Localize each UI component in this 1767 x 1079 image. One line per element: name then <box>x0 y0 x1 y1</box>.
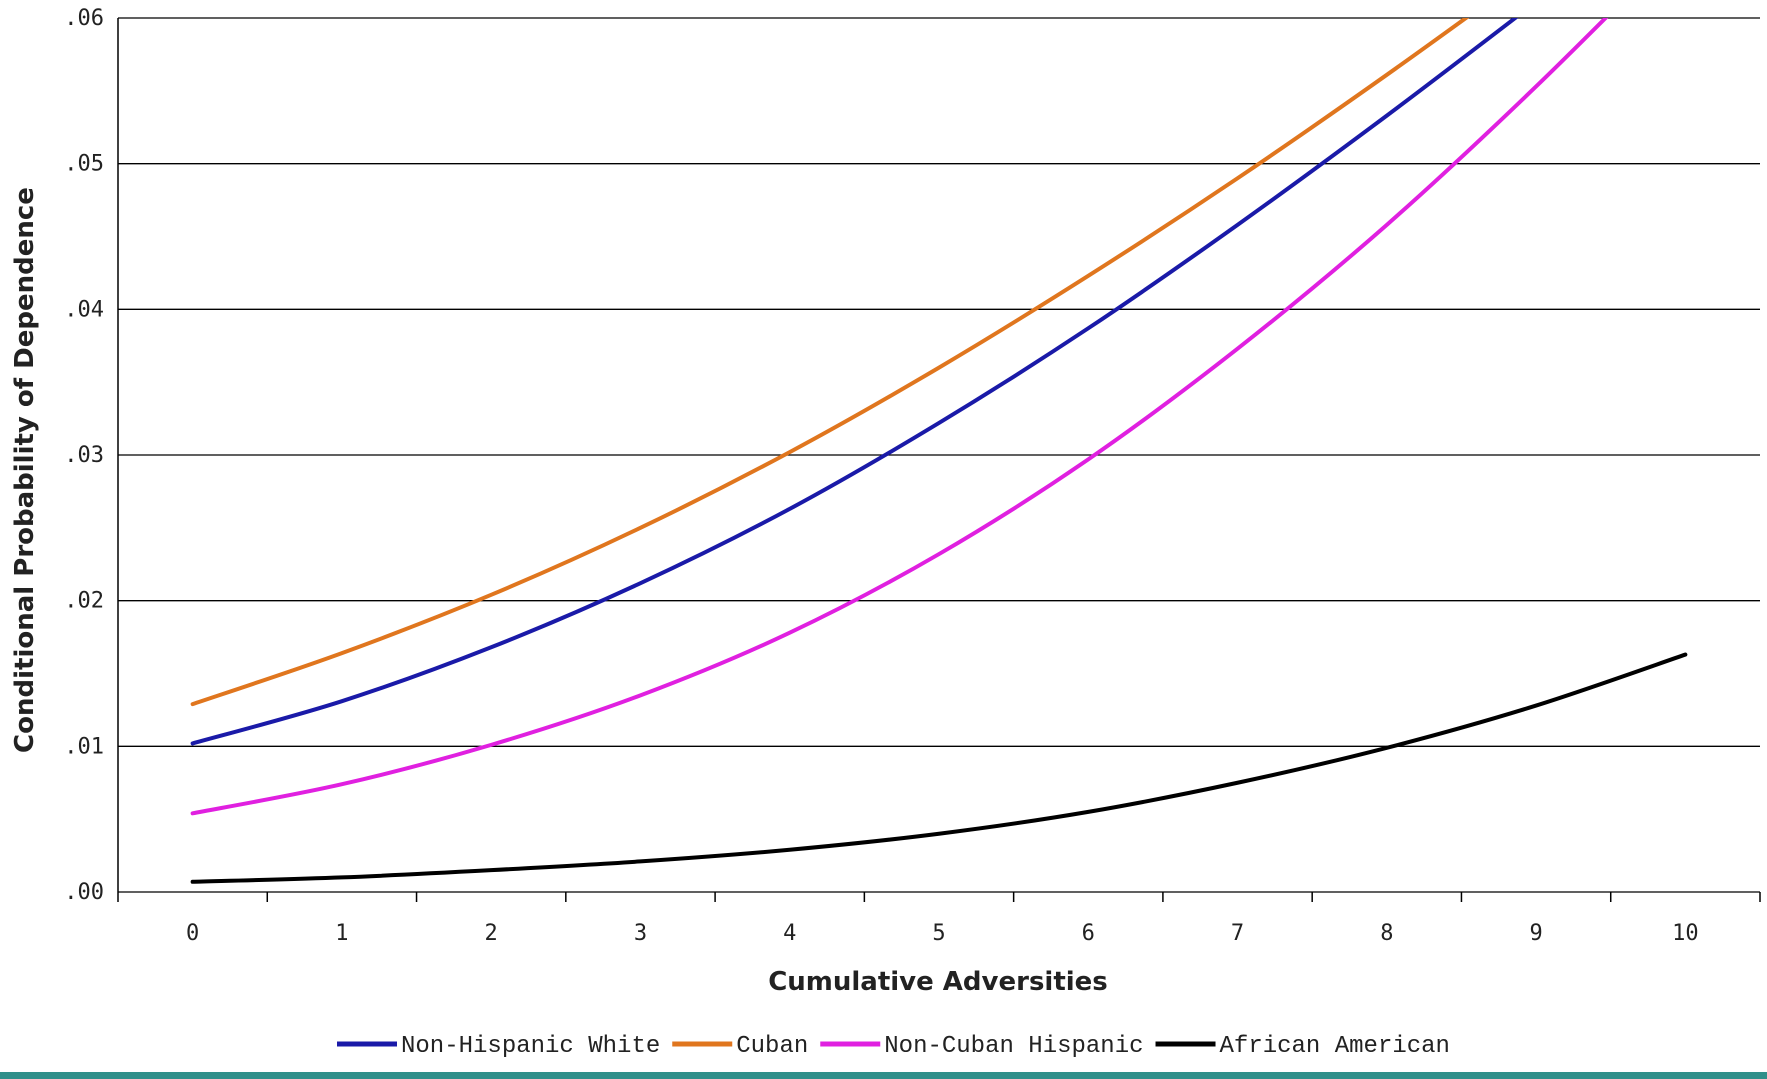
x-tick-label: 1 <box>335 921 348 946</box>
y-tick-label: .03 <box>64 443 104 468</box>
x-tick-label: 7 <box>1231 921 1244 946</box>
series-line-0 <box>190 18 1519 746</box>
x-axis-title: Cumulative Adversities <box>768 967 1108 997</box>
y-tick-label: .00 <box>64 880 104 905</box>
legend-label-0: Non-Hispanic White <box>401 1033 660 1060</box>
y-tick-label: .05 <box>64 152 104 177</box>
legend-label-2: Non-Cuban Hispanic <box>884 1033 1143 1060</box>
y-axis: .00 .01 .02 .03 .04 .05 .06 <box>64 6 119 905</box>
y-tick-label: .06 <box>64 6 104 31</box>
legend-label-3: African American <box>1220 1033 1450 1060</box>
legend: Non-Hispanic White Cuban Non-Cuban Hispani… <box>337 1033 1450 1060</box>
x-tick-label: 10 <box>1672 921 1699 946</box>
series-lines <box>190 18 1688 884</box>
bottom-accent-bar <box>0 1072 1767 1079</box>
legend-label-1: Cuban <box>736 1033 808 1060</box>
gridlines <box>118 17 1760 893</box>
x-axis: 0 1 2 3 4 5 6 7 8 9 10 <box>117 892 1761 946</box>
y-tick-label: .02 <box>64 589 104 614</box>
x-tick-label: 5 <box>932 921 945 946</box>
y-tick-label: .01 <box>64 734 104 759</box>
series-line-3 <box>190 652 1688 884</box>
x-tick-label: 6 <box>1082 921 1095 946</box>
y-axis-title: Conditional Probability of Dependence <box>10 187 40 753</box>
x-tick-label: 9 <box>1529 921 1542 946</box>
x-tick-label: 3 <box>634 921 647 946</box>
x-tick-label: 4 <box>783 921 796 946</box>
series-line-1 <box>190 18 1470 707</box>
y-tick-label: .04 <box>64 297 104 322</box>
x-tick-label: 8 <box>1380 921 1393 946</box>
x-tick-label: 2 <box>485 921 498 946</box>
series-line-2 <box>190 18 1609 816</box>
x-tick-label: 0 <box>186 921 199 946</box>
